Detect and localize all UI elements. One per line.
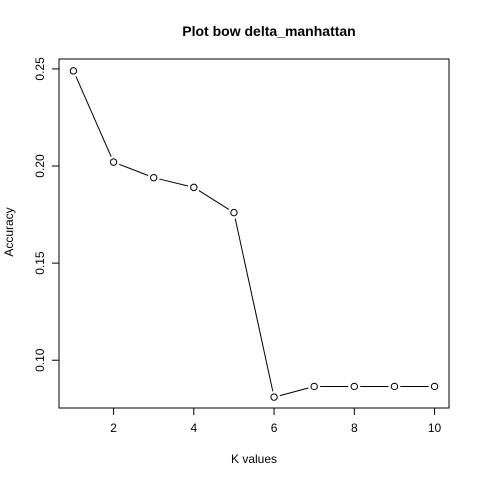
y-tick-label: 0.10 — [33, 348, 47, 372]
chart-title: Plot bow delta_manhattan — [182, 23, 355, 39]
series-segment — [118, 163, 149, 176]
data-point — [190, 183, 198, 192]
y-tick-label: 0.25 — [33, 57, 47, 81]
x-tick-label: 6 — [271, 421, 278, 435]
x-axis-label: K values — [231, 452, 277, 466]
series-segment — [279, 387, 309, 397]
data-point — [350, 382, 359, 391]
data-point — [270, 393, 278, 401]
series-segment — [75, 76, 112, 157]
y-tick-label: 0.20 — [33, 154, 47, 178]
data-point — [310, 382, 318, 391]
series-line — [75, 76, 429, 397]
x-tick-label: 10 — [428, 421, 442, 435]
data-point — [109, 158, 118, 166]
y-tick-label: 0.15 — [33, 251, 47, 275]
data-point — [230, 208, 238, 217]
y-axis: 0.10 0.15 0.20 0.25 — [33, 57, 60, 372]
data-point — [430, 382, 439, 391]
series-segment — [159, 178, 189, 187]
data-point — [69, 67, 78, 75]
data-point — [149, 173, 158, 182]
x-tick-label: 4 — [190, 421, 197, 435]
x-tick-label: 8 — [351, 421, 358, 435]
series-segment — [234, 218, 274, 392]
x-tick-label: 2 — [110, 421, 117, 435]
y-axis-label: Accuracy — [2, 207, 16, 256]
series-points — [69, 67, 439, 401]
data-point — [390, 382, 399, 391]
series-segment — [198, 190, 230, 210]
x-axis: 2 4 6 8 10 — [110, 407, 442, 435]
plot-frame — [58, 58, 450, 409]
